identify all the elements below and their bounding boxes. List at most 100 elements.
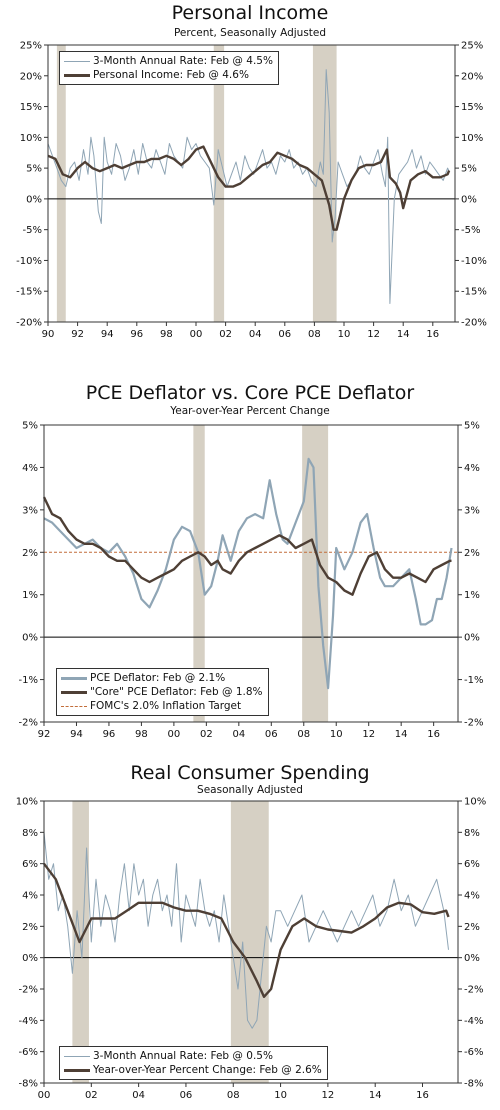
x-tick-label: 08	[297, 729, 310, 740]
legend-label: FOMC's 2.0% Inflation Target	[90, 700, 242, 712]
legend-label: 3-Month Annual Rate: Feb @ 0.5%	[93, 1050, 273, 1062]
x-tick-label: 98	[135, 729, 148, 740]
x-tick-label: 90	[42, 329, 55, 340]
y-tick-label-left: 20%	[20, 71, 42, 82]
real-consumer-spending-chart: 10% 10% 8% 8% 6% 6% 4% 4% 2% 2% 0% 0% -2% -2% -4% -4% -6…	[16, 797, 486, 1102]
y-tick-label-left: 10%	[20, 133, 42, 144]
x-tick-label: 96	[103, 729, 116, 740]
y-tick-label-left: -4%	[19, 1016, 38, 1027]
y-tick-label-right: 2%	[464, 922, 480, 933]
y-tick-label-right: 0%	[464, 633, 480, 644]
y-tick-label-right: 10%	[461, 133, 483, 144]
x-tick-label: 00	[38, 1090, 51, 1101]
y-tick-label-left: 5%	[22, 421, 38, 432]
y-tick-label-left: 2%	[22, 548, 38, 559]
x-tick-label: 06	[265, 729, 278, 740]
y-tick-label-right: -20%	[461, 318, 487, 329]
series-line-light	[47, 69, 450, 304]
y-tick-label-left: -5%	[23, 225, 42, 236]
y-tick-label-right: -15%	[461, 287, 487, 298]
y-tick-label-left: -20%	[16, 318, 42, 329]
x-tick-label: 08	[308, 329, 321, 340]
series-line-light	[43, 832, 449, 1029]
series-line-dark	[47, 145, 451, 231]
pce-deflator-chart: 5% 5%4% 4%3% 3%2% 2%1% 1%0% 0%-1% -1%-2% -2%92 94…	[19, 421, 484, 741]
chart-title: Personal Income	[171, 2, 329, 24]
x-tick-label: 16	[427, 729, 440, 740]
series-line-dark	[42, 496, 452, 596]
chart-title: Real Consumer Spending	[130, 762, 370, 784]
y-tick-label-left: -8%	[19, 1079, 38, 1090]
y-tick-label-right: 5%	[461, 164, 477, 175]
legend-swatch-light	[61, 676, 87, 680]
y-tick-label-right: -4%	[464, 1016, 483, 1027]
x-tick-label: 00	[168, 729, 181, 740]
x-tick-label: 10	[338, 329, 351, 340]
x-tick-label: 06	[180, 1090, 193, 1101]
x-tick-label: 14	[369, 1090, 382, 1101]
y-tick-label-left: 0%	[22, 633, 38, 644]
y-tick-label-left: 0%	[22, 953, 38, 964]
y-tick-label-left: -6%	[19, 1047, 38, 1058]
y-tick-label-right: 2%	[464, 548, 480, 559]
x-tick-label: 00	[190, 329, 203, 340]
y-tick-label-left: 3%	[22, 505, 38, 516]
x-tick-label: 94	[70, 729, 83, 740]
x-tick-label: 94	[101, 329, 114, 340]
x-tick-label: 92	[38, 729, 51, 740]
legend-swatch-target	[61, 705, 87, 707]
y-tick-label-right: 25%	[461, 41, 483, 52]
y-tick-label-right: 8%	[464, 828, 480, 839]
y-tick-label-right: 15%	[461, 102, 483, 113]
x-tick-label: 12	[322, 1090, 335, 1101]
recession-band	[193, 425, 205, 722]
chart-title: PCE Deflator vs. Core PCE Deflator	[85, 382, 415, 404]
chart-subtitle: Seasonally Adjusted	[197, 784, 303, 796]
plot-frame	[43, 800, 459, 1084]
y-tick-label-left: 25%	[20, 41, 42, 52]
y-tick-label-left: 15%	[20, 102, 42, 113]
y-tick-label-right: -2%	[464, 718, 483, 729]
y-tick-label-left: 0%	[26, 194, 42, 205]
x-tick-label: 08	[227, 1090, 240, 1101]
y-tick-label-left: -15%	[16, 287, 42, 298]
y-tick-label-right: -2%	[464, 985, 483, 996]
y-tick-label-right: -5%	[461, 225, 480, 236]
y-tick-label-right: -10%	[461, 256, 487, 267]
y-tick-label-left: 10%	[16, 797, 38, 808]
legend-swatch-light	[64, 60, 90, 62]
x-tick-label: 10	[330, 729, 343, 740]
y-tick-label-right: -6%	[464, 1047, 483, 1058]
x-tick-label: 16	[416, 1090, 429, 1101]
legend-swatch-dark	[61, 690, 87, 694]
chart-legend: PCE Deflator: Feb @ 2.1% "Core" PCE Defl…	[56, 668, 269, 716]
chart-legend: 3-Month Annual Rate: Feb @ 4.5% Personal…	[59, 51, 279, 85]
y-tick-label-right: 10%	[464, 797, 486, 808]
y-tick-label-left: 5%	[26, 164, 42, 175]
legend-label: PCE Deflator: Feb @ 2.1%	[90, 672, 226, 684]
recession-band	[213, 45, 225, 322]
recession-band	[56, 45, 66, 322]
y-tick-label-right: 6%	[464, 859, 480, 870]
y-tick-label-left: -2%	[19, 985, 38, 996]
recession-band	[230, 801, 269, 1083]
x-tick-label: 12	[367, 329, 380, 340]
x-tick-label: 10	[274, 1090, 287, 1101]
x-tick-label: 02	[200, 729, 213, 740]
x-tick-label: 14	[395, 729, 408, 740]
y-tick-label-left: 6%	[22, 859, 38, 870]
y-tick-label-right: -8%	[464, 1079, 483, 1090]
recession-band	[312, 45, 337, 322]
series-line-dark	[43, 862, 450, 999]
y-tick-label-right: 1%	[464, 590, 480, 601]
y-tick-label-left: 2%	[22, 922, 38, 933]
chart-subtitle: Year-over-Year Percent Change	[170, 405, 330, 417]
chart-subtitle: Percent, Seasonally Adjusted	[173, 27, 327, 39]
y-tick-label-right: 5%	[464, 421, 480, 432]
x-tick-label: 12	[362, 729, 375, 740]
y-tick-label-left: -1%	[19, 675, 38, 686]
legend-label: Year-over-Year Percent Change: Feb @ 2.6…	[93, 1064, 322, 1076]
y-tick-label-right: 0%	[461, 194, 477, 205]
x-tick-label: 14	[397, 329, 410, 340]
x-tick-label: 96	[130, 329, 143, 340]
